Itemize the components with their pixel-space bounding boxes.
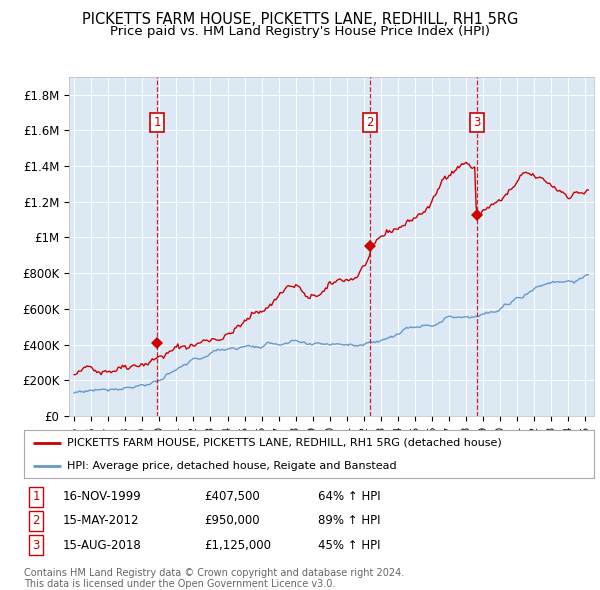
Text: 2: 2 — [32, 514, 40, 527]
Text: PICKETTS FARM HOUSE, PICKETTS LANE, REDHILL, RH1 5RG (detached house): PICKETTS FARM HOUSE, PICKETTS LANE, REDH… — [67, 438, 502, 448]
Text: 15-AUG-2018: 15-AUG-2018 — [63, 539, 142, 552]
Text: 3: 3 — [473, 116, 481, 129]
Text: 15-MAY-2012: 15-MAY-2012 — [63, 514, 139, 527]
Text: 45% ↑ HPI: 45% ↑ HPI — [318, 539, 380, 552]
Text: PICKETTS FARM HOUSE, PICKETTS LANE, REDHILL, RH1 5RG: PICKETTS FARM HOUSE, PICKETTS LANE, REDH… — [82, 12, 518, 27]
Text: 1: 1 — [154, 116, 161, 129]
Text: 1: 1 — [32, 490, 40, 503]
Text: This data is licensed under the Open Government Licence v3.0.: This data is licensed under the Open Gov… — [24, 579, 335, 589]
Text: 3: 3 — [32, 539, 40, 552]
Text: 16-NOV-1999: 16-NOV-1999 — [63, 490, 142, 503]
Text: £407,500: £407,500 — [204, 490, 260, 503]
Text: 64% ↑ HPI: 64% ↑ HPI — [318, 490, 380, 503]
Text: Contains HM Land Registry data © Crown copyright and database right 2024.: Contains HM Land Registry data © Crown c… — [24, 569, 404, 578]
Text: £950,000: £950,000 — [204, 514, 260, 527]
Text: HPI: Average price, detached house, Reigate and Banstead: HPI: Average price, detached house, Reig… — [67, 461, 397, 471]
Text: £1,125,000: £1,125,000 — [204, 539, 271, 552]
Text: 89% ↑ HPI: 89% ↑ HPI — [318, 514, 380, 527]
Text: Price paid vs. HM Land Registry's House Price Index (HPI): Price paid vs. HM Land Registry's House … — [110, 25, 490, 38]
Text: 2: 2 — [367, 116, 374, 129]
